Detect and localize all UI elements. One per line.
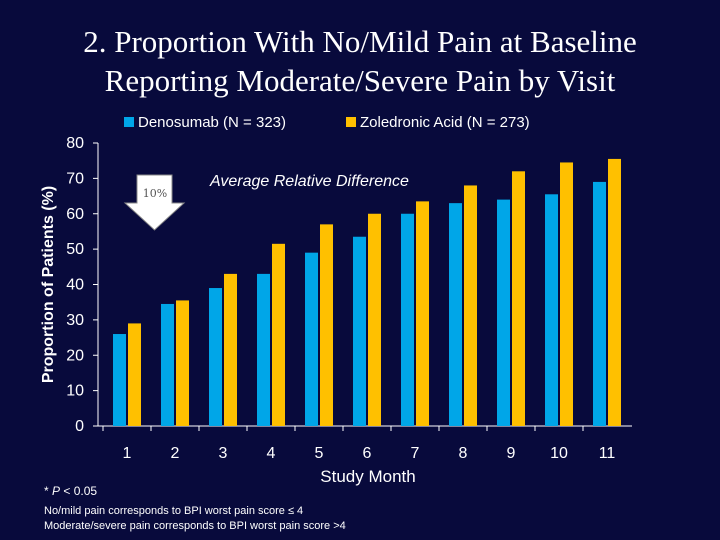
x-axis-label: Study Month: [320, 467, 415, 486]
denosumab-bar: [305, 252, 318, 426]
x-axis: 1 2 3 4 5 6 7 8 9 10 11 Study Month: [98, 425, 632, 486]
slide-title-line-2: Reporting Moderate/Severe Pain by Visit: [104, 63, 616, 98]
moderate-severe-pain-definition: Moderate/severe pain corresponds to BPI …: [44, 520, 346, 532]
x-tick-label: 1: [123, 445, 132, 462]
y-tick-label: 10: [66, 383, 84, 400]
slide-title: 2. Proportion With No/Mild Pain at Basel…: [0, 22, 720, 100]
zoledronic-acid-bar: [608, 158, 621, 426]
x-tick-label: 8: [459, 445, 468, 462]
legend-swatch: [346, 117, 356, 127]
relative-difference-value: 10%: [143, 187, 167, 200]
y-axis: 0 10 20 30 40 50 60 70 80 Proportion of Patients …: [40, 135, 99, 435]
denosumab-bar: [161, 303, 174, 426]
x-tick-label: 10: [550, 445, 568, 462]
denosumab-bar: [257, 273, 270, 426]
zoledronic-acid-bar: [176, 300, 189, 426]
down-arrow-icon: [123, 174, 186, 231]
chart-legend: Denosumab (N = 323) Zoledronic Acid (N = …: [124, 114, 530, 131]
zoledronic-acid-bar: [368, 213, 381, 426]
significance-p-label: P: [52, 484, 61, 498]
denosumab-bar: [497, 199, 510, 426]
x-tick-label: 7: [411, 445, 420, 462]
denosumab-bar: [209, 288, 222, 426]
y-tick-label: 30: [66, 312, 84, 329]
denosumab-bar: [545, 194, 558, 426]
relative-difference-annotation: 10% Average Relative Difference: [123, 173, 409, 231]
denosumab-bar: [401, 213, 414, 426]
footnotes: * P < 0.05 No/mild pain corresponds to B…: [44, 484, 346, 534]
zoledronic-acid-bar: [464, 185, 477, 426]
y-tick-label: 20: [66, 347, 84, 364]
zoledronic-acid-bar: [416, 201, 429, 426]
zoledronic-acid-bar: [128, 323, 141, 426]
zoledronic-acid-bar: [224, 273, 237, 426]
significance-footnote: * P < 0.05: [44, 484, 346, 499]
x-tick-label: 3: [219, 445, 228, 462]
denosumab-bar: [449, 203, 462, 426]
zoledronic-acid-bar: [560, 162, 573, 427]
x-tick-label: 9: [507, 445, 516, 462]
y-tick-label: 0: [75, 418, 84, 435]
x-tick-label: 2: [171, 445, 180, 462]
zoledronic-acid-bar: [512, 171, 525, 426]
x-tick-label: 11: [599, 445, 616, 462]
y-tick-label: 60: [66, 206, 84, 223]
significance-prefix: *: [44, 484, 53, 498]
relative-difference-label: Average Relative Difference: [209, 173, 409, 190]
x-tick-label: 5: [315, 445, 324, 462]
y-tick-label: 40: [66, 277, 84, 294]
y-tick-label: 50: [66, 241, 84, 258]
y-tick-label: 70: [66, 170, 84, 187]
bar-series-group: [113, 158, 621, 427]
denosumab-bar: [593, 181, 606, 426]
x-tick-label: 4: [267, 445, 276, 462]
slide-title-line-1: 2. Proportion With No/Mild Pain at Basel…: [83, 24, 637, 59]
significance-threshold: < 0.05: [60, 484, 98, 498]
legend-label: Zoledronic Acid (N = 273): [360, 114, 530, 131]
legend-label: Denosumab (N = 323): [138, 114, 286, 131]
y-axis-label: Proportion of Patients (%): [40, 186, 57, 383]
legend-swatch: [124, 117, 134, 127]
denosumab-bar: [353, 236, 366, 426]
zoledronic-acid-bar: [320, 224, 333, 426]
zoledronic-acid-bar: [272, 243, 285, 426]
denosumab-bar: [113, 334, 126, 426]
y-tick-label: 80: [66, 135, 84, 152]
no-mild-pain-definition: No/mild pain corresponds to BPI worst pa…: [44, 505, 304, 517]
x-tick-label: 6: [363, 445, 372, 462]
